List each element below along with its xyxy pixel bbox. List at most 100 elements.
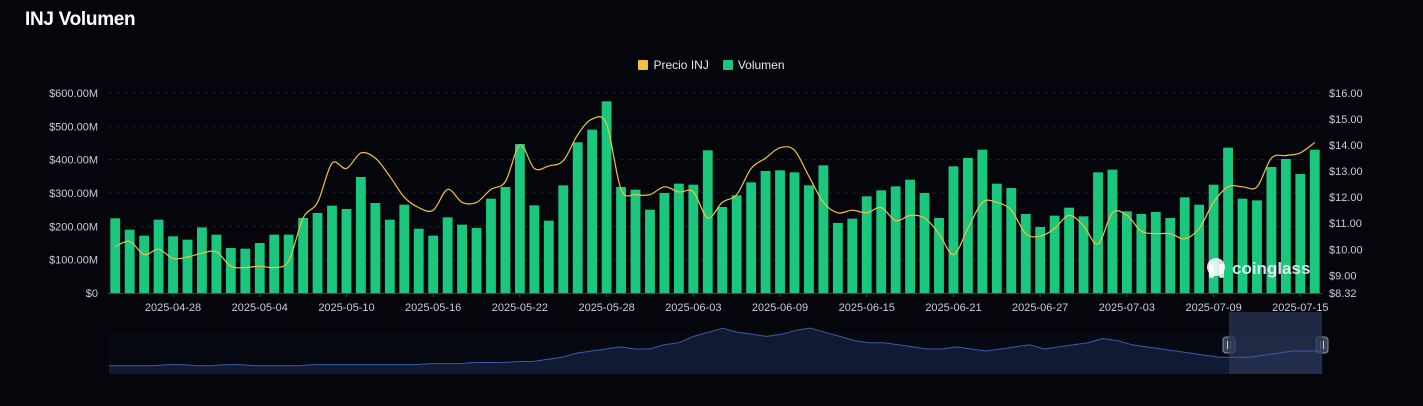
- volume-bar[interactable]: [543, 220, 554, 293]
- volume-bar[interactable]: [746, 182, 757, 293]
- volume-bar[interactable]: [760, 171, 771, 293]
- volume-bar[interactable]: [673, 183, 684, 293]
- volume-bar[interactable]: [1020, 214, 1031, 293]
- volume-bar[interactable]: [1223, 147, 1233, 293]
- volume-bar[interactable]: [1035, 227, 1046, 293]
- volume-bar[interactable]: [269, 234, 280, 293]
- volume-bar[interactable]: [356, 177, 366, 293]
- volume-bar[interactable]: [572, 142, 583, 293]
- volume-bar[interactable]: [254, 243, 265, 293]
- x-tick-label: 2025-05-16: [405, 302, 461, 314]
- x-tick-label: 2025-04-28: [145, 302, 201, 314]
- y-left-tick-label: $200.00M: [49, 221, 98, 233]
- volume-bar[interactable]: [399, 204, 410, 293]
- volume-bar[interactable]: [110, 218, 121, 293]
- volume-bar[interactable]: [211, 234, 222, 293]
- range-navigator[interactable]: [109, 312, 1329, 374]
- volume-bar[interactable]: [991, 183, 1002, 293]
- volume-bar[interactable]: [558, 185, 569, 293]
- y-right-tick-label: $8.32: [1329, 288, 1357, 300]
- volume-bar[interactable]: [731, 195, 742, 293]
- volume-bar[interactable]: [1006, 188, 1017, 293]
- volume-bar[interactable]: [688, 184, 699, 293]
- volume-bar[interactable]: [1107, 169, 1118, 293]
- volume-bar[interactable]: [948, 166, 959, 293]
- volume-bar[interactable]: [1295, 174, 1306, 293]
- volume-bar[interactable]: [1280, 159, 1291, 293]
- volume-bar[interactable]: [370, 203, 381, 293]
- volume-bar[interactable]: [804, 185, 814, 293]
- volume-bar[interactable]: [1309, 149, 1320, 293]
- x-tick-label: 2025-05-04: [232, 302, 288, 314]
- volume-bar[interactable]: [717, 207, 728, 293]
- volume-bar[interactable]: [934, 218, 944, 293]
- volume-bar[interactable]: [1136, 214, 1147, 293]
- volume-bar[interactable]: [225, 248, 236, 293]
- volume-bar[interactable]: [312, 213, 323, 293]
- volume-bar[interactable]: [847, 218, 858, 293]
- volume-bar[interactable]: [428, 235, 439, 293]
- volume-bar[interactable]: [283, 234, 294, 293]
- navigator-window[interactable]: [1229, 313, 1322, 374]
- volume-bar[interactable]: [139, 235, 150, 293]
- volume-bar[interactable]: [977, 149, 988, 293]
- volume-bar[interactable]: [702, 150, 713, 293]
- volume-bar[interactable]: [168, 236, 178, 293]
- volume-bar[interactable]: [1093, 172, 1103, 293]
- volume-bar[interactable]: [919, 193, 930, 293]
- volume-bar[interactable]: [500, 187, 511, 293]
- volume-bar[interactable]: [789, 172, 800, 293]
- volume-bar[interactable]: [1194, 204, 1205, 293]
- volume-bar[interactable]: [1179, 197, 1190, 293]
- volume-bar[interactable]: [832, 223, 843, 293]
- volume-bar[interactable]: [1208, 184, 1219, 293]
- price-line[interactable]: [114, 115, 1316, 269]
- volume-bar[interactable]: [1064, 207, 1074, 293]
- volume-bar[interactable]: [182, 239, 193, 293]
- volume-bar[interactable]: [876, 190, 887, 293]
- volume-bar[interactable]: [659, 193, 670, 293]
- legend-item-price[interactable]: Precio INJ: [638, 58, 709, 72]
- volume-bar[interactable]: [240, 248, 251, 293]
- volume-bar[interactable]: [1266, 167, 1277, 293]
- volume-bar[interactable]: [587, 129, 598, 293]
- volume-bar[interactable]: [963, 158, 973, 293]
- legend-swatch-price: [638, 60, 649, 70]
- volume-bar[interactable]: [413, 228, 424, 293]
- volume-bar[interactable]: [1150, 212, 1161, 293]
- x-tick-label: 2025-06-27: [1012, 302, 1068, 314]
- volume-bar[interactable]: [775, 170, 785, 293]
- x-tick-label: 2025-07-03: [1099, 302, 1155, 314]
- volume-bar[interactable]: [601, 101, 612, 293]
- volume-bar[interactable]: [471, 228, 482, 293]
- volume-bar[interactable]: [298, 218, 309, 293]
- volume-bar[interactable]: [486, 198, 496, 293]
- volume-bar[interactable]: [890, 186, 901, 293]
- volume-bar[interactable]: [457, 224, 467, 293]
- volume-bar[interactable]: [124, 229, 135, 293]
- volume-bar[interactable]: [861, 196, 872, 293]
- volume-bar[interactable]: [645, 209, 655, 293]
- volume-bar[interactable]: [514, 144, 525, 293]
- volume-bar[interactable]: [197, 227, 207, 293]
- volume-bar[interactable]: [630, 189, 641, 293]
- volume-bar[interactable]: [1121, 211, 1132, 293]
- volume-bar[interactable]: [327, 205, 337, 293]
- volume-bar[interactable]: [1252, 200, 1262, 293]
- volume-bar[interactable]: [529, 205, 540, 293]
- volume-bar[interactable]: [1049, 215, 1060, 293]
- volume-bar[interactable]: [616, 187, 626, 293]
- volume-bar[interactable]: [1237, 198, 1248, 293]
- volume-bar[interactable]: [384, 219, 395, 293]
- volume-bar[interactable]: [442, 217, 453, 293]
- volume-bar[interactable]: [818, 165, 829, 293]
- volume-bar[interactable]: [905, 179, 916, 293]
- watermark-text: coinglass: [1232, 259, 1310, 278]
- legend-item-volume[interactable]: Volumen: [722, 58, 785, 72]
- y-left-tick-label: $500.00M: [49, 121, 98, 133]
- volume-bar[interactable]: [1165, 218, 1176, 293]
- volume-bar[interactable]: [341, 209, 352, 293]
- volume-bar[interactable]: [1078, 216, 1089, 293]
- volume-bar[interactable]: [153, 219, 164, 293]
